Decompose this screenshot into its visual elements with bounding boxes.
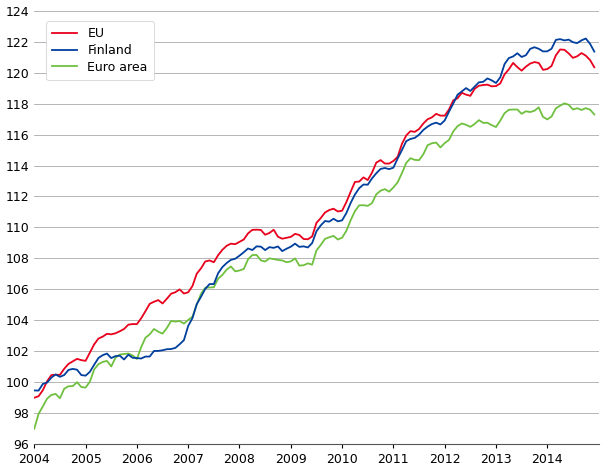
Euro area xyxy=(77,384,85,390)
Finland xyxy=(103,351,111,356)
Euro area xyxy=(219,272,226,278)
Finland xyxy=(582,36,589,42)
Finland xyxy=(82,373,89,379)
Euro area xyxy=(480,120,487,126)
EU xyxy=(77,357,85,363)
Euro area xyxy=(99,359,106,365)
Legend: EU, Finland, Euro area: EU, Finland, Euro area xyxy=(46,21,154,80)
Line: EU: EU xyxy=(34,50,594,398)
Line: Finland: Finland xyxy=(34,39,594,391)
Finland xyxy=(484,76,491,81)
EU xyxy=(219,247,226,253)
Euro area xyxy=(31,426,38,431)
EU xyxy=(484,82,491,87)
Euro area xyxy=(590,111,598,117)
Euro area xyxy=(201,285,209,291)
Finland xyxy=(223,260,231,266)
Finland xyxy=(35,388,42,394)
EU xyxy=(590,65,598,70)
Finland xyxy=(590,49,598,54)
EU xyxy=(480,82,487,88)
Euro area xyxy=(484,120,491,126)
Line: Euro area: Euro area xyxy=(34,103,594,429)
Finland xyxy=(488,77,495,83)
EU xyxy=(557,47,564,52)
Finland xyxy=(206,281,213,287)
Euro area xyxy=(561,101,568,106)
EU xyxy=(99,334,106,339)
EU xyxy=(31,395,38,401)
EU xyxy=(201,259,209,264)
Finland xyxy=(31,388,38,393)
